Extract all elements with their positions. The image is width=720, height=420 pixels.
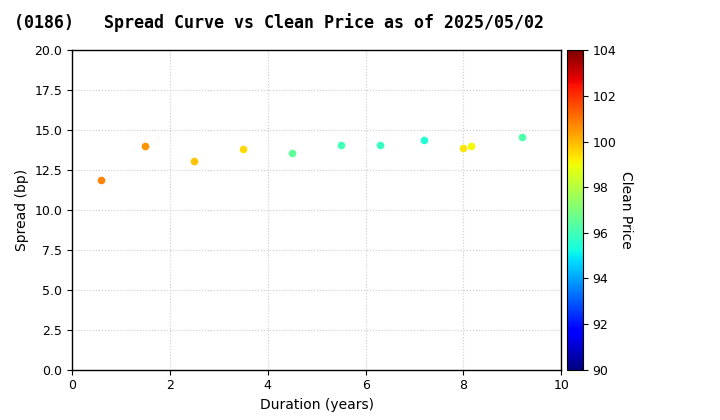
Y-axis label: Spread (bp): Spread (bp) [15,169,29,251]
Point [140,143,151,150]
Point [458,144,469,151]
Y-axis label: Clean Price: Clean Price [618,171,633,249]
Text: (0186)   Spread Curve vs Clean Price as of 2025/05/02: (0186) Spread Curve vs Clean Price as of… [14,13,544,32]
Point [96,176,107,183]
Point [516,133,528,140]
Point [374,141,386,148]
Point [465,143,477,150]
Point [336,141,347,148]
Point [238,146,249,153]
Point [418,136,430,143]
Point [189,157,200,164]
Point [287,149,298,156]
X-axis label: Duration (years): Duration (years) [260,398,374,412]
